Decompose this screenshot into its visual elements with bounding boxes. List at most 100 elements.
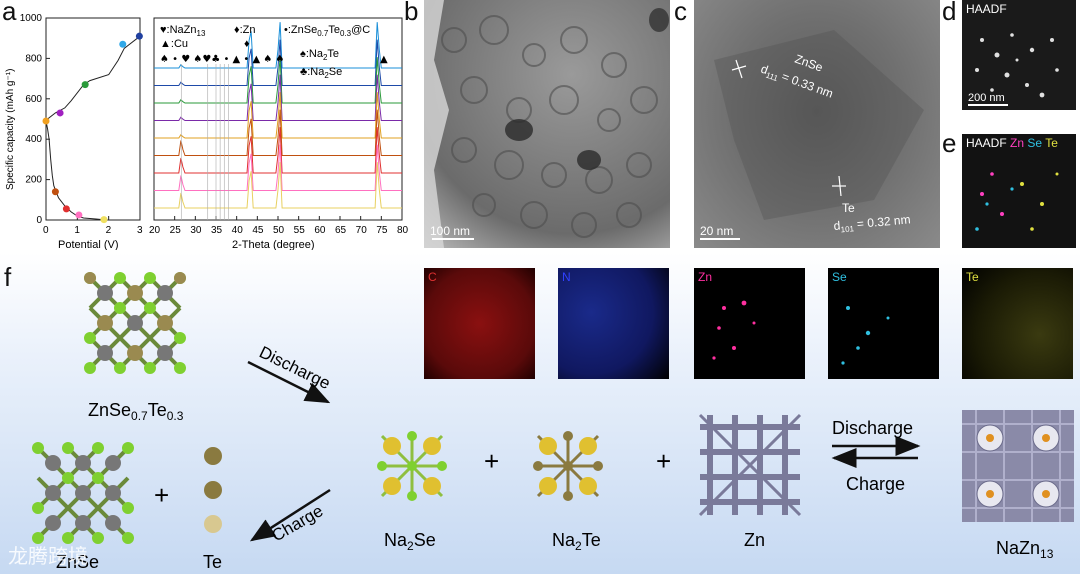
charge-label-right: Charge — [846, 474, 905, 494]
hrtem-overlay: ZnSe d111 = 0.33 nm Te d101 = 0.32 nm — [714, 30, 924, 235]
xrd-ticks: 20 25 30 35 40 45 50 55 60 65 70 75 80 — [149, 64, 409, 236]
panel-label-d: d — [942, 0, 957, 26]
map-zn: Zn — [694, 268, 805, 379]
curve-marker — [75, 211, 83, 219]
y-tick-label: 400 — [25, 134, 42, 145]
scale-bar-b — [432, 238, 474, 240]
voltage-plot-frame — [45, 17, 141, 221]
y-axis-label: Specific capacity (mAh g⁻¹) — [5, 69, 16, 190]
scale-label-b: 100 nm — [430, 224, 471, 238]
panel-label-a: a — [2, 0, 17, 26]
map-label-te: Te — [966, 270, 979, 284]
na2se-crystal — [377, 431, 447, 501]
tem-texture — [424, 0, 669, 248]
se-speckles — [841, 306, 890, 365]
curve-marker — [62, 205, 70, 213]
legend-zn-diamond: ♦ — [244, 38, 250, 50]
xrd-x-tick-label: 75 — [376, 225, 388, 236]
label-znse: ZnSe — [56, 552, 99, 572]
y-tick-label: 1000 — [20, 13, 43, 24]
y-tick-label: 200 — [25, 175, 42, 186]
peak-symbols: ♠ • ♥ ♠♥♣ • ▲ • ▲ ♠ ♠ — [160, 54, 284, 65]
d101-label: d101 = 0.32 nm — [833, 212, 911, 235]
plus-1: + — [154, 480, 169, 510]
tem-image-b: 100 nm — [424, 0, 670, 248]
xrd-trace — [154, 74, 402, 121]
label-te: Te — [203, 552, 222, 572]
map-c: C — [424, 268, 535, 379]
znse-crystal — [32, 442, 134, 544]
zn-speckles — [712, 300, 756, 360]
overlay-title: HAADF — [966, 136, 1007, 150]
map-label-zn: Zn — [698, 270, 713, 284]
plus-3: + — [656, 446, 671, 476]
xrd-x-tick-label: 55 — [294, 225, 306, 236]
curve-marker — [42, 117, 50, 125]
xrd-trace — [154, 39, 402, 86]
xrd-trace — [154, 162, 402, 209]
curve-marker — [56, 109, 64, 117]
xrd-x-tick-label: 35 — [211, 225, 223, 236]
xrd-x-tick-label: 40 — [232, 225, 244, 236]
label-na2te: Na2Te — [552, 530, 601, 553]
xrd-x-axis-label: 2-Theta (degree) — [232, 239, 315, 250]
xrd-x-tick-label: 30 — [190, 225, 202, 236]
charge-label-left: Charge — [269, 501, 327, 545]
overlay-te: Te — [1045, 136, 1058, 150]
curve-marker — [51, 188, 59, 196]
scale-bar-d — [968, 104, 1008, 106]
overlay-speckles — [975, 172, 1059, 231]
x-axis-label: Potential (V) — [58, 239, 119, 250]
xrd-trace — [154, 109, 402, 156]
zn-lattice — [698, 413, 802, 517]
legend-zn: ♦:Zn — [234, 24, 256, 36]
voltage-plot-ticks: 0 1 2 3 0 200 400 600 800 1000 — [20, 13, 143, 236]
hrtem-image-c: ZnSe d111 = 0.33 nm Te d101 = 0.32 nm 20… — [694, 0, 940, 248]
xrd-x-tick-label: 60 — [314, 225, 326, 236]
x-tick-label: 0 — [43, 225, 49, 236]
znsete-crystal — [84, 272, 186, 374]
y-tick-label: 800 — [25, 53, 42, 64]
map-se: Se — [828, 268, 939, 379]
label-nazn13: NaZn13 — [996, 538, 1054, 561]
xrd-traces — [154, 22, 402, 209]
overlay-zn: Zn — [1010, 136, 1025, 150]
plus-2: + — [484, 446, 499, 476]
scale-label-c: 20 nm — [700, 224, 734, 238]
label-zn: Zn — [744, 530, 765, 550]
haadf-overlay-e: HAADF Zn Se Te — [962, 134, 1076, 248]
xrd-trace — [154, 57, 402, 104]
legend-znsete: •:ZnSe0.7Te0.3@C — [284, 24, 370, 38]
xrd-x-tick-label: 80 — [397, 225, 409, 236]
scale-bar-c — [700, 238, 740, 240]
panel-label-c: c — [674, 0, 687, 26]
discharge-label-right: Discharge — [832, 418, 913, 438]
y-tick-label: 0 — [36, 215, 42, 226]
curve-marker — [119, 40, 127, 48]
xrd-x-tick-label: 20 — [149, 225, 161, 236]
capacity-markers — [42, 32, 143, 224]
label-na2se: Na2Se — [384, 530, 436, 553]
x-tick-label: 2 — [106, 225, 112, 236]
xrd-trace — [154, 144, 402, 191]
panel-label-f: f — [4, 262, 12, 292]
xrd-x-tick-label: 65 — [335, 225, 347, 236]
map-te: Te — [962, 268, 1073, 379]
curve-marker — [135, 32, 143, 40]
te-atoms — [204, 447, 222, 533]
xrd-x-tick-label: 50 — [273, 225, 285, 236]
overlay-se: Se — [1027, 136, 1043, 150]
panel-label-e: e — [942, 128, 957, 158]
legend-nazn13: ♥:NaZn13 — [160, 24, 206, 38]
x-tick-label: 1 — [74, 225, 80, 236]
y-tick-label: 600 — [25, 94, 42, 105]
scheme-f: Discharge + Charge + + — [32, 272, 1074, 572]
curve-marker — [100, 216, 108, 224]
xrd-x-tick-label: 25 — [170, 225, 182, 236]
na2te-crystal — [533, 431, 603, 501]
te-phase-label: Te — [842, 201, 855, 215]
map-n: N — [558, 268, 669, 379]
label-znsete: ZnSe0.7Te0.3 — [88, 400, 184, 423]
map-label-se: Se — [832, 270, 847, 284]
